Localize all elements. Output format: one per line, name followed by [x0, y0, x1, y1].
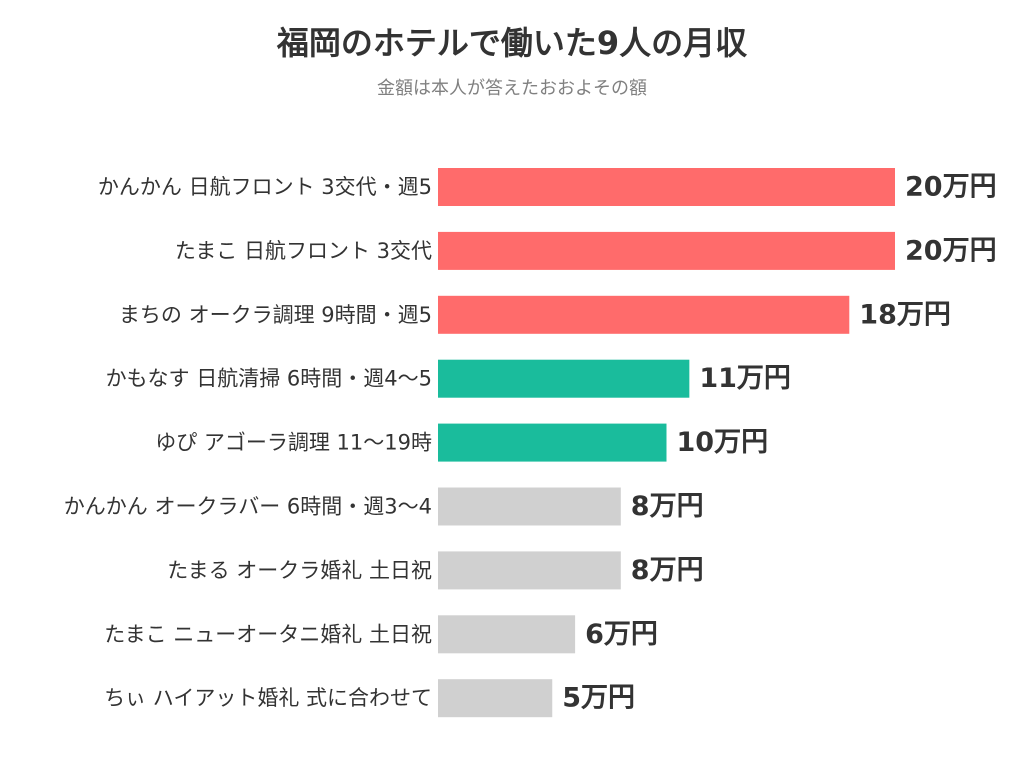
bar	[438, 423, 667, 462]
bar-row: まちの オークラ調理 9時間・週5 18万円	[119, 295, 951, 334]
bar	[438, 487, 621, 526]
bar	[438, 615, 576, 654]
value-label: 5万円	[562, 683, 635, 714]
bar-row: ちぃ ハイアット婚礼 式に合わせて 5万円	[104, 679, 635, 718]
bar	[438, 295, 850, 334]
bar-row: かんかん 日航フロント 3交代・週5 20万円	[98, 168, 997, 206]
chart-title: 福岡のホテルで働いた9人の月収	[276, 24, 748, 62]
bar	[438, 679, 553, 718]
bar	[438, 231, 895, 270]
bar-row: たまこ ニューオータニ婚礼 土日祝 6万円	[104, 615, 658, 654]
bar-row: ゆぴ アゴーラ調理 11〜19時 10万円	[155, 423, 769, 462]
value-label: 10万円	[677, 427, 769, 458]
value-label: 8万円	[631, 555, 704, 586]
value-label: 20万円	[905, 172, 997, 203]
bar-row: かもなす 日航清掃 6時間・週4〜5 11万円	[106, 359, 791, 398]
category-label: たまこ 日航フロント 3交代	[175, 239, 432, 263]
bar	[438, 168, 895, 206]
value-label: 20万円	[905, 235, 997, 266]
value-label: 11万円	[699, 363, 791, 394]
value-label: 6万円	[585, 619, 658, 650]
category-label: ゆぴ アゴーラ調理 11〜19時	[155, 431, 432, 455]
bar	[438, 551, 621, 590]
bar	[438, 359, 690, 398]
category-label: ちぃ ハイアット婚礼 式に合わせて	[104, 686, 432, 710]
value-label: 18万円	[859, 299, 951, 330]
category-label: かんかん 日航フロント 3交代・週5	[98, 175, 432, 199]
bar-row: かんかん オークラバー 6時間・週3〜4 8万円	[64, 487, 704, 526]
category-label: たまこ ニューオータニ婚礼 土日祝	[104, 622, 432, 646]
category-label: かんかん オークラバー 6時間・週3〜4	[64, 495, 432, 519]
chart-subtitle: 金額は本人が答えたおおよその額	[377, 78, 647, 99]
category-label: かもなす 日航清掃 6時間・週4〜5	[106, 367, 432, 391]
bar-row: たまこ 日航フロント 3交代 20万円	[175, 231, 997, 270]
bar-row: たまる オークラ婚礼 土日祝 8万円	[167, 551, 704, 590]
category-label: たまる オークラ婚礼 土日祝	[167, 558, 432, 582]
value-label: 8万円	[631, 491, 704, 522]
category-label: まちの オークラ調理 9時間・週5	[119, 303, 432, 327]
